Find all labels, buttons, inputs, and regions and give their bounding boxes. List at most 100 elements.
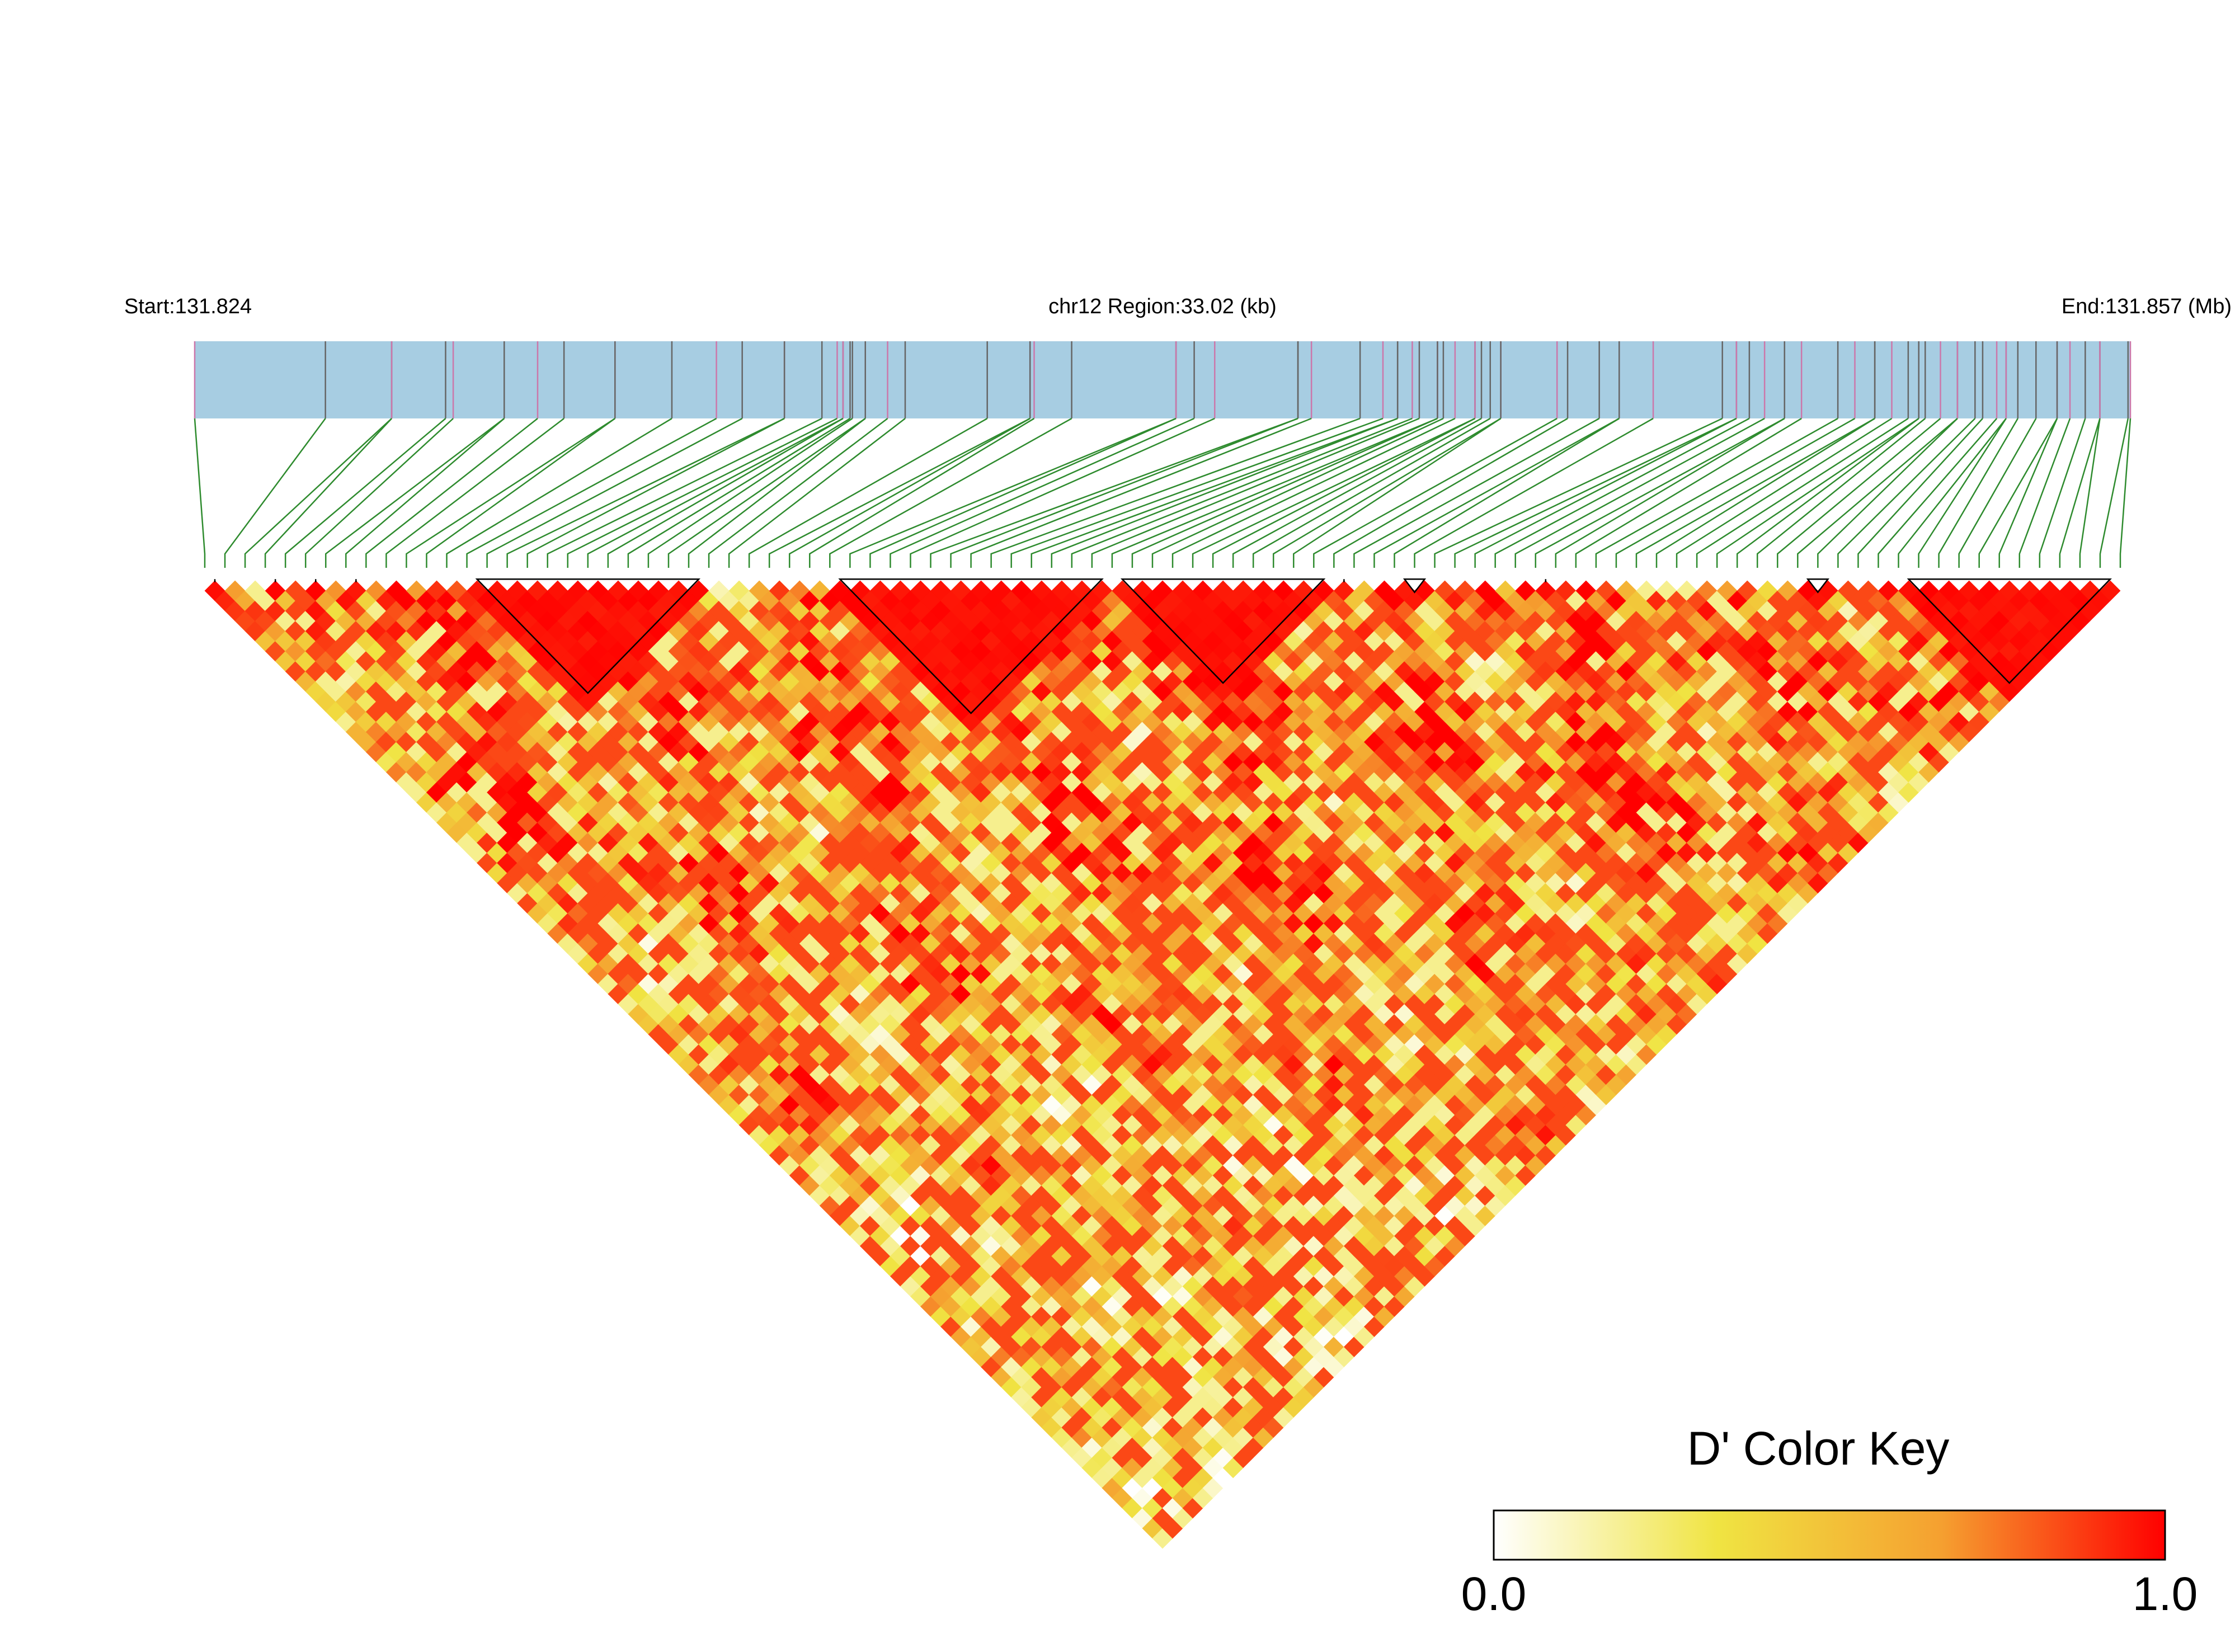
snp-connector: [1071, 417, 1413, 568]
snp-connector: [547, 417, 822, 568]
snp-connector: [1998, 418, 2058, 568]
region-title: chr12 Region:33.02 (kb): [1048, 295, 1277, 318]
snp-connector: [1535, 417, 1785, 568]
snp-connector: [426, 417, 616, 568]
haplotype-block-outline: [838, 578, 1104, 714]
snp-connector: [1494, 417, 1750, 568]
snp-connector: [1635, 417, 1875, 568]
snp-connector: [1111, 417, 1438, 568]
snp-connector: [990, 417, 1361, 568]
snp-connector: [526, 417, 785, 568]
snp-connector: [1837, 418, 1976, 568]
color-key: D' Color Key 0.0 1.0: [1461, 1422, 2198, 1620]
color-key-max-label: 1.0: [2133, 1568, 2198, 1620]
ld-cell-group: [204, 580, 2121, 1549]
haplotype-block-group: [214, 578, 2112, 714]
snp-connector: [1514, 417, 1765, 568]
snp-connector: [2018, 418, 2071, 568]
snp-connector: [2099, 418, 2129, 568]
snp-connector: [1212, 417, 1476, 568]
region-end-label: End:131.857 (Mb): [2062, 295, 2232, 318]
snp-position-track: [195, 341, 2130, 418]
snp-connector: [1192, 417, 1476, 568]
snp-connector: [1898, 418, 2007, 568]
snp-connector: [385, 418, 564, 568]
snp-connector: [1394, 417, 1620, 568]
snp-connector: [1171, 417, 1456, 568]
snp-connector: [1131, 417, 1438, 568]
snp-connector: [2039, 418, 2086, 568]
snp-connector-group: [194, 417, 2132, 568]
snp-connector: [1736, 417, 1919, 568]
snp-connector: [910, 417, 1215, 568]
snp-connector: [869, 417, 1177, 568]
snp-connector: [748, 417, 988, 568]
snp-connector: [1797, 418, 1958, 568]
snp-connector: [1031, 417, 1398, 568]
snp-connector: [930, 417, 1298, 568]
snp-connector: [667, 417, 866, 568]
snp-connector: [446, 417, 672, 568]
snp-connector: [1151, 417, 1444, 568]
snp-connector: [607, 417, 844, 568]
snp-connector: [1938, 418, 2018, 568]
snp-connector: [1978, 418, 2058, 568]
snp-connector: [264, 418, 392, 568]
snp-connector: [224, 418, 326, 568]
snp-connector: [1817, 418, 1958, 568]
snp-connector: [244, 418, 392, 568]
snp-connector: [1857, 418, 1983, 568]
color-key-bar: [1493, 1509, 2166, 1561]
snp-connector: [829, 417, 1072, 568]
snp-connector: [345, 418, 505, 568]
region-start-label: Start:131.824: [124, 295, 252, 318]
snp-connector: [688, 418, 866, 568]
snp-connector: [1655, 417, 1875, 568]
snp-connector: [849, 417, 1177, 568]
snp-connector: [466, 417, 717, 568]
snp-marker-group: [194, 341, 2132, 418]
snp-connector: [1595, 417, 1838, 568]
snp-connector: [567, 417, 838, 568]
snp-connector: [1878, 418, 1998, 568]
snp-connector: [950, 417, 1298, 568]
snp-connector: [1010, 417, 1384, 568]
snp-connector: [1575, 417, 1802, 568]
snp-connector: [728, 418, 906, 568]
snp-connector: [809, 417, 1035, 568]
ld-cell: [2100, 580, 2121, 601]
snp-connector: [1051, 417, 1398, 568]
snp-connector: [1272, 417, 1502, 568]
snp-connector: [627, 417, 851, 568]
snp-connector: [1716, 417, 1919, 568]
snp-connector: [1454, 417, 1737, 568]
snp-connector: [1777, 418, 1941, 568]
snp-connector: [194, 418, 206, 568]
snp-connector: [506, 417, 785, 568]
snp-connector: [1252, 417, 1491, 568]
snp-connector: [1232, 417, 1482, 568]
snp-connector: [486, 417, 743, 568]
snp-connector: [1696, 417, 1909, 568]
snp-connector: [1756, 418, 1926, 568]
haplotype-block-outline: [1120, 578, 1326, 684]
snp-connector: [1414, 417, 1654, 568]
snp-connector: [890, 417, 1195, 568]
snp-connector: [1091, 417, 1420, 568]
color-key-title: D' Color Key: [1687, 1422, 1950, 1475]
haplotype-block-outline: [475, 578, 701, 694]
haplotype-block-outline: [1907, 578, 2112, 684]
snp-connector: [325, 418, 505, 568]
snp-connector: [1333, 417, 1568, 568]
snp-connector: [1353, 417, 1600, 568]
snp-connector: [1918, 418, 2007, 568]
snp-connector: [1373, 417, 1620, 568]
snp-connector: [768, 417, 1031, 568]
snp-connector: [1555, 417, 1785, 568]
snp-connector: [2059, 418, 2101, 568]
snp-connector: [1676, 417, 1893, 568]
haplotype-block-outline: [1806, 578, 1829, 594]
snp-connector: [647, 417, 853, 568]
snp-connector: [1434, 417, 1723, 568]
